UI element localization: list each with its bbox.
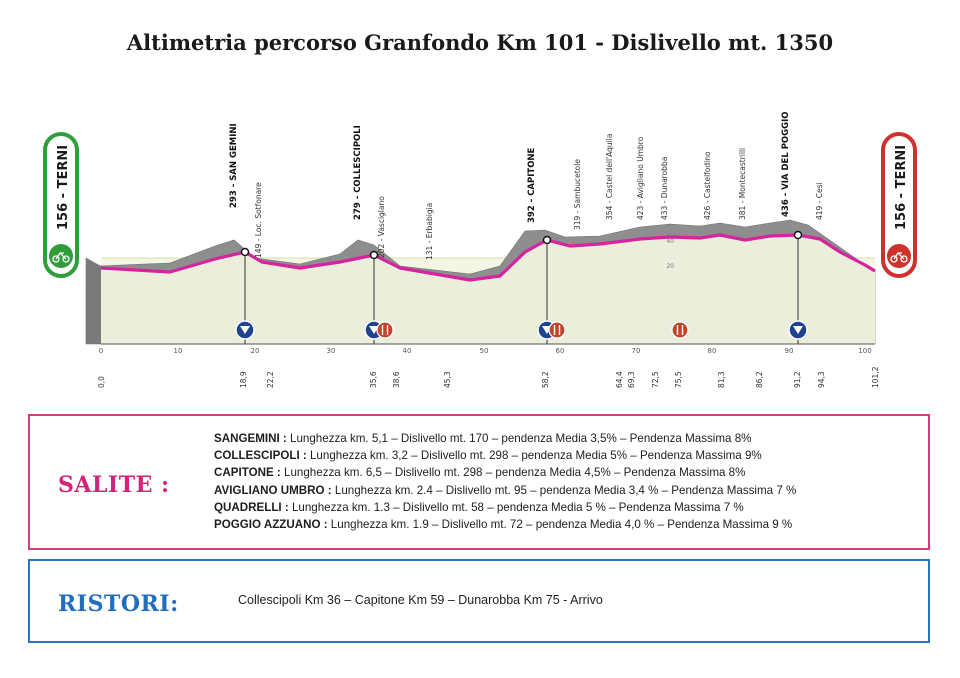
salite-heading: SALITE :	[58, 472, 170, 498]
climb-row: COLLESCIPOLI : Lunghezza km. 3,2 – Disli…	[214, 447, 796, 464]
climb-details: Lunghezza km. 1.3 – Dislivello mt. 58 – …	[288, 500, 744, 514]
alt-scale-20: 20	[666, 263, 674, 270]
start-bike-icon	[49, 244, 73, 268]
ristori-list: Collescipoli Km 36 – Capitone Km 59 – Du…	[238, 593, 603, 607]
cutlery-icon	[381, 325, 389, 335]
waypoint-label: 293 - SAN GEMINI	[229, 123, 239, 208]
tick-50: 50	[480, 347, 489, 355]
climb-details: Lunghezza km. 6,5 – Dislivello mt. 298 –…	[280, 466, 746, 480]
finish-badge-text: 156 - TERNI	[894, 145, 909, 230]
gpm-dot	[793, 230, 803, 240]
waypoint-label: 18,9	[239, 371, 248, 388]
waypoint-label: 72,5	[651, 371, 660, 388]
climb-row: CAPITONE : Lunghezza km. 6,5 – Dislivell…	[214, 464, 796, 481]
waypoint-label: 64,4	[615, 371, 624, 388]
waypoint-label: 426 - Castelfodino	[703, 151, 712, 220]
tick-70: 70	[632, 347, 641, 355]
waypoint-label: 423 - Avigliano Umbro	[636, 136, 645, 220]
waypoint-labels: 0,0 293 - SAN GEMINI 149 - Loc. Sotfonare 1…	[97, 111, 880, 388]
climb-list: SANGEMINI : Lunghezza km. 5,1 – Dislivel…	[214, 430, 796, 533]
climb-row: AVIGLIANO UMBRO : Lunghezza km. 2.4 – Di…	[214, 482, 796, 499]
waypoint-label: 38,6	[392, 371, 401, 388]
gpm-dot	[240, 247, 250, 257]
waypoint-label: 433 - Dunarobba	[660, 157, 669, 220]
climb-name: COLLESCIPOLI :	[214, 449, 307, 463]
climb-name: QUADRELLI :	[214, 500, 289, 514]
start-wall	[86, 258, 101, 344]
waypoint-label: 149 - Loc. Sotfonare	[254, 182, 263, 258]
climb-details: Lunghezza km. 5,1 – Dislivello mt. 170 –…	[286, 432, 752, 445]
cutlery-icon	[676, 325, 684, 335]
waypoint-label: 35,6	[369, 371, 378, 388]
tick-100: 100	[858, 347, 871, 355]
band-front	[101, 235, 875, 344]
ristori-box: RISTORI: Collescipoli Km 36 – Capitone K…	[28, 559, 930, 643]
finish-bike-icon	[887, 244, 911, 268]
waypoint-label: 58,2	[541, 371, 550, 388]
climb-row: POGGIO AZZUANO : Lunghezza km. 1.9 – Dis…	[214, 516, 796, 533]
waypoint-label: 81,3	[717, 371, 726, 388]
gpm-arrow-icon	[793, 326, 803, 334]
waypoint-label: 91,2	[793, 371, 802, 388]
waypoint-label: 101,2	[871, 366, 880, 388]
tick-90: 90	[785, 347, 794, 355]
cutlery-icon	[553, 325, 561, 335]
climb-details: Lunghezza km. 1.9 – Dislivello mt. 72 – …	[327, 518, 793, 532]
gpm-arrow-icon	[369, 326, 379, 334]
climb-name: CAPITONE :	[214, 466, 281, 480]
tick-80: 80	[708, 347, 717, 355]
tick-0: 0	[99, 347, 103, 355]
tick-60: 60	[556, 347, 565, 355]
route-line	[100, 233, 876, 282]
gpm-dot	[369, 250, 379, 260]
waypoint-label: 279 - COLLESCIPOLI	[353, 125, 363, 220]
waypoint-label: 202 - Vasciglano	[377, 196, 386, 258]
waypoint-label: 319 - Sambucetole	[573, 159, 582, 230]
climb-name: SANGEMINI :	[214, 432, 287, 445]
gpm-dot	[542, 235, 552, 245]
waypoint-label: 354 - Castel dell'Aquila	[605, 134, 614, 220]
climb-row: SANGEMINI : Lunghezza km. 5,1 – Dislivel…	[214, 430, 796, 447]
altimetry-profile: 0 10 20 30 40 50 60 70 80 90 100 20 40 0…	[43, 111, 917, 388]
page-title: Altimetria percorso Granfondo Km 101 - D…	[126, 30, 834, 55]
climb-name: AVIGLIANO UMBRO :	[214, 483, 332, 497]
climb-details: Lunghezza km. 2.4 – Dislivello mt. 95 – …	[331, 483, 797, 497]
waypoint-label: 94,3	[817, 371, 826, 388]
ristori-heading: RISTORI:	[58, 591, 179, 617]
refuel-icon	[376, 321, 394, 339]
altitude-scale: 20 40	[666, 238, 674, 270]
alt-scale-40: 40	[666, 238, 674, 245]
tick-40: 40	[403, 347, 412, 355]
waypoint-label: 22,2	[266, 371, 275, 388]
start-badge: 156 - TERNI	[43, 132, 79, 278]
climb-details: Lunghezza km. 3,2 – Dislivello mt. 298 –…	[306, 449, 762, 463]
waypoint-label: 436 - VIA DEL POGGIO	[781, 111, 791, 217]
gpm-arrow-icon	[240, 326, 250, 334]
refuel-markers	[376, 321, 689, 339]
finish-badge: 156 - TERNI	[881, 132, 917, 278]
salite-box: SALITE : SANGEMINI : Lunghezza km. 5,1 –…	[28, 414, 930, 550]
tick-30: 30	[327, 347, 336, 355]
waypoint-label: 131 - Erbabigia	[425, 203, 434, 260]
waypoint-label: 392 - CAPITONE	[527, 147, 537, 223]
refuel-icon	[548, 321, 566, 339]
refuel-icon	[671, 321, 689, 339]
waypoint-label: 419 - Cesi	[815, 182, 824, 220]
waypoint-label: 0,0	[97, 376, 106, 388]
waypoint-label: 45,3	[443, 371, 452, 388]
waypoint-label: 69,3	[627, 371, 636, 388]
waypoint-label: 381 - Montecastrilli	[738, 148, 747, 220]
start-badge-text: 156 - TERNI	[56, 145, 71, 230]
climb-row: QUADRELLI : Lunghezza km. 1.3 – Dislivel…	[214, 499, 796, 516]
waypoint-label: 75,5	[674, 371, 683, 388]
km-axis: 0 10 20 30 40 50 60 70 80 90 100	[99, 347, 872, 355]
waypoint-label: 86,2	[755, 371, 764, 388]
climb-name: POGGIO AZZUANO :	[214, 518, 328, 532]
tick-20: 20	[251, 347, 260, 355]
tick-10: 10	[174, 347, 183, 355]
